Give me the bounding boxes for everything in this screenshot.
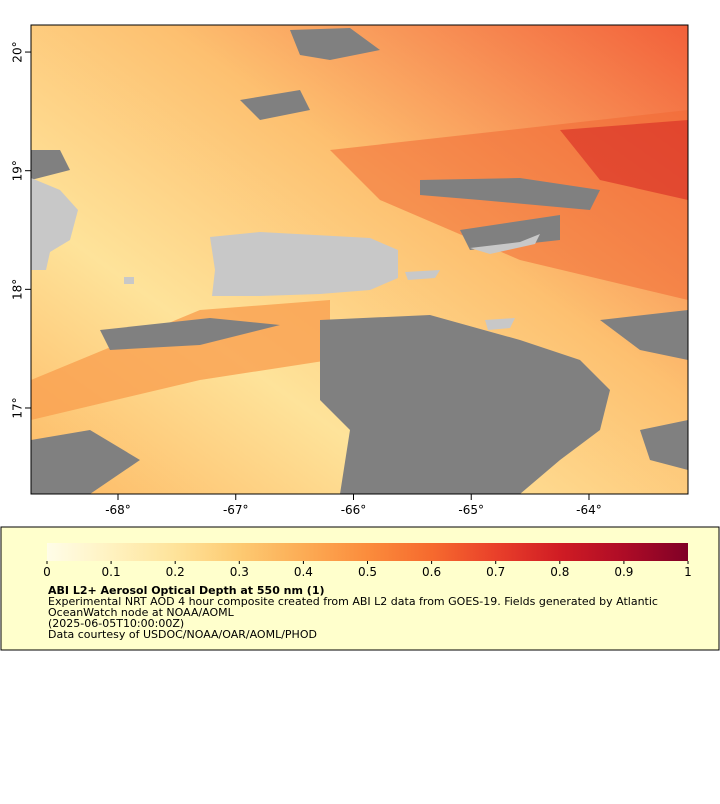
colorbar-tick-label: 1 xyxy=(684,565,692,579)
colorbar-tick-label: 0.7 xyxy=(486,565,505,579)
map-image xyxy=(31,25,688,494)
y-tick-label: 18° xyxy=(11,279,25,300)
x-tick-label: -65° xyxy=(458,503,484,517)
colorbar-tick-label: 0.1 xyxy=(102,565,121,579)
colorbar xyxy=(47,543,688,561)
x-tick-label: -67° xyxy=(223,503,249,517)
colorbar-tick-label: 0 xyxy=(43,565,51,579)
map-frame xyxy=(30,24,689,495)
colorbar-tick-label: 0.8 xyxy=(550,565,569,579)
legend-title: ABI L2+ Aerosol Optical Depth at 550 nm … xyxy=(48,584,325,597)
y-tick-label: 19° xyxy=(11,160,25,181)
colorbar-tick-label: 0.9 xyxy=(614,565,633,579)
y-tick-label: 17° xyxy=(11,397,25,418)
legend-line: OceanWatch node at NOAA/AOML xyxy=(48,606,235,619)
colorbar-tick-label: 0.3 xyxy=(230,565,249,579)
x-tick-label: -66° xyxy=(341,503,367,517)
colorbar-tick-label: 0.4 xyxy=(294,565,313,579)
legend-line: (2025-06-05T10:00:00Z) xyxy=(48,617,184,630)
colorbar-tick-label: 0.2 xyxy=(166,565,185,579)
y-tick-label: 20° xyxy=(11,41,25,62)
legend-line: Data courtesy of USDOC/NOAA/OAR/AOML/PHO… xyxy=(48,628,317,641)
x-tick-label: -68° xyxy=(105,503,131,517)
colorbar-tick-label: 0.6 xyxy=(422,565,441,579)
colorbar-tick-label: 0.5 xyxy=(358,565,377,579)
legend-line: Experimental NRT AOD 4 hour composite cr… xyxy=(48,595,658,608)
x-tick-label: -64° xyxy=(576,503,602,517)
